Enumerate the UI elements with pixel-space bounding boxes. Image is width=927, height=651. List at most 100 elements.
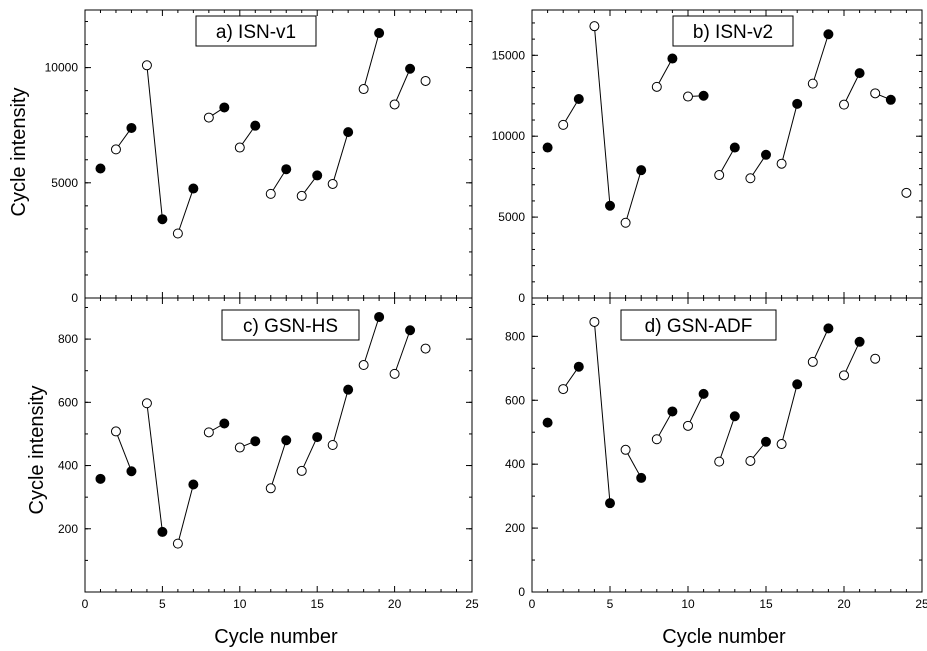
- data-point-filled: [667, 406, 678, 417]
- series-segment: [177, 188, 194, 234]
- x-tick-label: 5: [607, 597, 614, 611]
- data-point-open: [172, 228, 183, 239]
- data-point-open: [172, 538, 183, 549]
- data-point-open: [389, 368, 400, 379]
- data-point-filled: [374, 28, 385, 39]
- data-point-filled: [343, 127, 354, 138]
- data-point-open: [558, 384, 569, 395]
- x-tick-label: 20: [388, 597, 402, 611]
- data-point-filled: [219, 418, 230, 429]
- series-segment: [656, 58, 673, 88]
- data-point-filled: [605, 498, 615, 509]
- series-segment: [394, 330, 411, 375]
- data-point-filled: [219, 102, 230, 113]
- data-point-filled: [761, 436, 771, 447]
- data-point-open: [870, 88, 881, 99]
- series-segment: [332, 389, 349, 446]
- series-segment: [687, 393, 705, 427]
- y-tick-label: 200: [58, 522, 78, 536]
- data-point-filled: [885, 94, 896, 105]
- data-point-open: [651, 81, 662, 92]
- data-point-filled: [281, 435, 292, 446]
- series-segment: [625, 449, 642, 479]
- data-point-open: [110, 144, 121, 155]
- data-point-open: [807, 356, 818, 367]
- series-segment: [270, 440, 287, 489]
- data-point-open: [265, 188, 276, 199]
- y-axis-title-top: Cycle intensity: [8, 88, 30, 217]
- plot-frame: [84, 9, 473, 299]
- plot-frame: [531, 9, 923, 299]
- x-axis-title-right: Cycle number: [662, 626, 786, 648]
- panel-label-box: [672, 15, 794, 47]
- series-segment: [332, 131, 349, 185]
- x-tick-label: 10: [233, 597, 247, 611]
- panel-label-box: [620, 309, 777, 341]
- data-point-filled: [605, 200, 615, 211]
- data-point-open: [296, 190, 307, 201]
- y-tick-label: 400: [58, 459, 78, 473]
- series-segment: [146, 403, 163, 532]
- series-segment: [718, 416, 736, 462]
- data-point-open: [358, 360, 369, 371]
- data-point-open: [327, 440, 338, 450]
- data-point-filled: [667, 53, 678, 64]
- data-point-filled: [157, 214, 168, 225]
- series-segment: [146, 65, 163, 220]
- panel-d-gsn-adf: 0 5 10 15 20 25 0 200 400 600 800 d) GSN-ADF: [505, 297, 927, 611]
- panel-label: c) GSN-HS: [243, 316, 338, 337]
- data-point-filled: [343, 384, 354, 395]
- data-point-filled: [542, 142, 553, 153]
- data-point-filled: [636, 165, 647, 176]
- x-tick-label: 0: [529, 597, 536, 611]
- x-tick-label: 15: [759, 597, 773, 611]
- y-tick-label: 400: [505, 457, 525, 471]
- data-point-open: [839, 99, 849, 110]
- y-tick-label: 0: [518, 585, 525, 599]
- x-tick-label: 5: [159, 597, 166, 611]
- y-tick-label: 5000: [498, 210, 525, 224]
- y-tick-label: 800: [58, 332, 78, 346]
- data-point-open: [327, 178, 338, 189]
- data-point-filled: [95, 473, 106, 484]
- data-point-open: [839, 370, 849, 381]
- panel-label-box: [221, 309, 360, 341]
- series-segment: [718, 147, 736, 176]
- data-point-open: [110, 426, 121, 437]
- panel-c-gsn-hs: 0 5 10 15 20 25 200 400 600 800 c) GSN-HS: [58, 297, 479, 611]
- panel-label-box: [195, 15, 317, 47]
- data-point-filled: [405, 325, 416, 336]
- plot-frame: [84, 297, 473, 593]
- y-tick-label: 800: [505, 329, 525, 343]
- data-point-filled: [854, 336, 865, 347]
- x-tick-label: 25: [915, 597, 927, 611]
- data-point-open: [265, 483, 276, 494]
- data-point-filled: [636, 472, 647, 483]
- x-tick-label: 25: [465, 597, 479, 611]
- series-segment: [593, 321, 611, 504]
- data-point-open: [558, 119, 569, 130]
- data-point-filled: [792, 98, 803, 109]
- y-tick-label: 0: [71, 291, 78, 305]
- data-point-filled: [250, 120, 261, 131]
- series-segment: [781, 103, 798, 164]
- data-point-filled: [854, 68, 865, 79]
- data-point-filled: [573, 361, 584, 372]
- data-point-open: [296, 465, 307, 476]
- series-segment: [843, 341, 861, 376]
- series-segment: [363, 316, 380, 366]
- data-point-open: [745, 173, 756, 184]
- series-segment: [301, 436, 318, 472]
- data-point-open: [714, 170, 725, 181]
- data-point-filled: [823, 29, 834, 40]
- y-tick-label: 15000: [492, 48, 526, 62]
- data-point-filled: [374, 311, 385, 322]
- data-point-open: [389, 99, 400, 110]
- data-point-filled: [698, 388, 709, 399]
- data-point-filled: [157, 526, 168, 537]
- series-segment: [812, 328, 829, 363]
- data-point-filled: [573, 93, 584, 104]
- data-point-open: [620, 217, 631, 228]
- series-segment: [115, 431, 132, 472]
- series-segment: [625, 170, 642, 223]
